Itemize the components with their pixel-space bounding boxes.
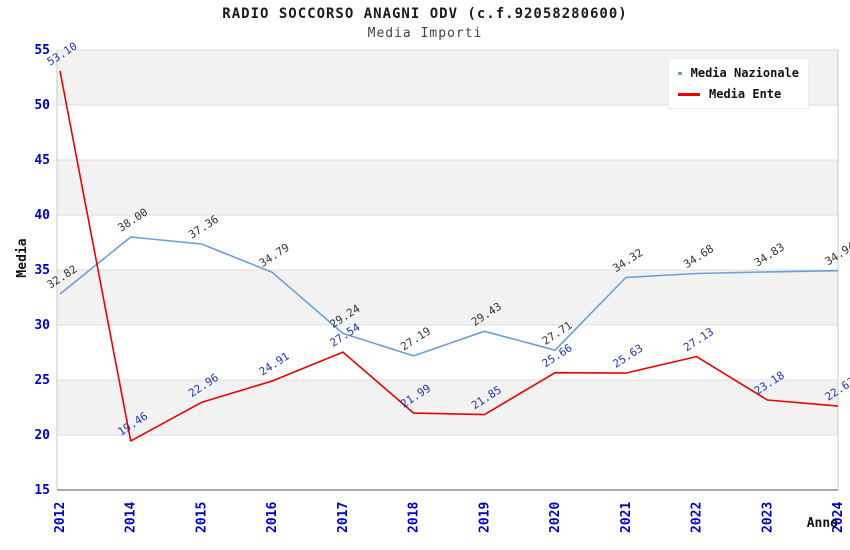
y-tick-label: 50	[34, 98, 50, 113]
x-tick-label: 2022	[690, 502, 705, 533]
x-tick-label: 2021	[619, 502, 634, 533]
plot-band	[57, 215, 838, 270]
y-tick-label: 55	[34, 43, 50, 58]
legend-label: Media Nazionale	[690, 66, 799, 80]
y-tick-label: 30	[34, 318, 50, 333]
x-tick-label: 2018	[407, 502, 422, 533]
media-nazionale-line-marker	[678, 71, 682, 75]
y-tick-label: 20	[34, 428, 50, 443]
x-axis-title: Anno	[807, 516, 838, 531]
x-tick-label: 2020	[548, 502, 563, 533]
plot-band	[57, 325, 838, 380]
media-ente-line-marker	[678, 92, 700, 96]
chart-legend: Media Nazionale Media Ente	[668, 58, 809, 109]
y-axis-title: Media	[15, 238, 30, 277]
chart-subtitle: Media Importi	[367, 26, 483, 41]
x-tick-label: 2015	[194, 502, 209, 533]
y-tick-label: 25	[34, 373, 50, 388]
plot-band	[57, 435, 838, 490]
x-tick-label: 2012	[53, 502, 68, 533]
chart-title: RADIO SOCCORSO ANAGNI ODV (c.f.920582806…	[222, 6, 628, 22]
x-tick-label: 2017	[336, 502, 351, 533]
plot-band	[57, 380, 838, 435]
x-tick-label: 2024	[831, 502, 846, 533]
legend-item-media-ente: Media Ente	[678, 87, 799, 101]
x-tick-label: 2019	[477, 502, 492, 533]
legend-label: Media Ente	[709, 87, 782, 101]
x-tick-label: 2014	[124, 502, 139, 533]
y-tick-label: 45	[34, 153, 50, 168]
series-line-media-ente	[59, 70, 839, 442]
x-tick-label: 2016	[265, 502, 280, 533]
plot-band	[57, 160, 838, 215]
y-tick-label: 35	[34, 263, 50, 278]
legend-item-media-nazionale: Media Nazionale	[678, 66, 799, 80]
x-tick-label: 2023	[760, 502, 775, 533]
y-tick-label: 40	[34, 208, 50, 223]
series-line-media-nazionale	[59, 236, 839, 357]
plot-band	[57, 105, 838, 160]
y-tick-label: 15	[34, 483, 50, 498]
plot-band	[57, 270, 838, 325]
